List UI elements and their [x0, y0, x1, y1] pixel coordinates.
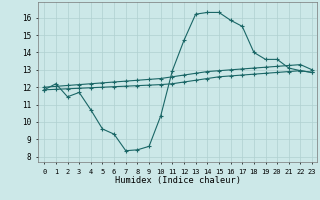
X-axis label: Humidex (Indice chaleur): Humidex (Indice chaleur) [115, 176, 241, 185]
